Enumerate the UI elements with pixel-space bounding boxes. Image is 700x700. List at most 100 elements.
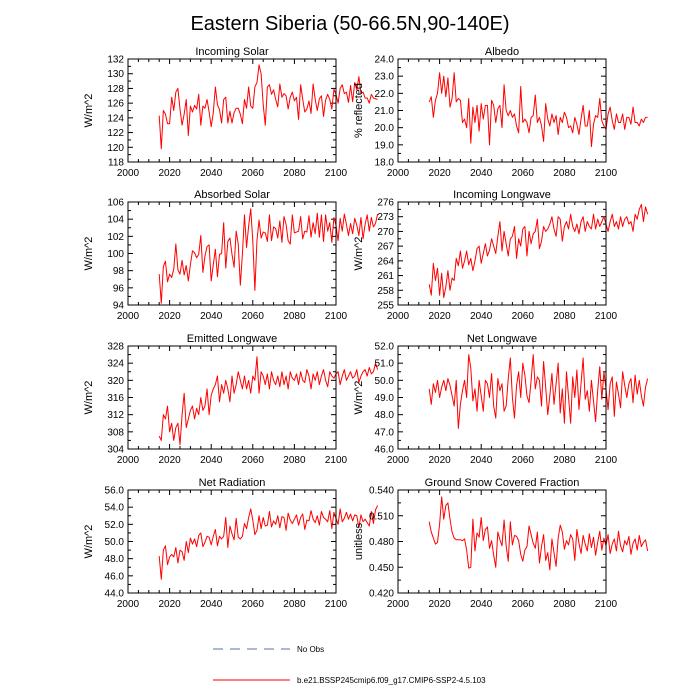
x-tick-label: 2080 <box>283 455 306 466</box>
x-tick-label: 2020 <box>428 311 451 322</box>
x-tick-label: 2060 <box>512 455 535 466</box>
series-line <box>158 356 379 446</box>
y-tick-label: 21.0 <box>375 106 395 117</box>
y-tick-label: 261 <box>377 271 394 282</box>
y-tick-label: 0.510 <box>369 511 394 522</box>
x-tick-label: 2060 <box>512 599 535 610</box>
series-line <box>428 496 649 571</box>
x-tick-label: 2020 <box>158 455 181 466</box>
y-tick-label: 106 <box>107 198 124 209</box>
y-tick-label: 48.0 <box>105 554 125 565</box>
y-tick-label: 48.0 <box>375 410 395 421</box>
y-tick-label: 130 <box>107 69 124 80</box>
y-tick-label: 255 <box>377 301 394 312</box>
y-tick-label: 20.0 <box>375 123 395 134</box>
x-tick-label: 2100 <box>595 168 618 179</box>
x-tick-label: 2000 <box>117 599 140 610</box>
figure-title: Eastern Siberia (50-66.5N,90-140E) <box>190 13 509 35</box>
x-tick-label: 2000 <box>387 168 410 179</box>
y-tick-label: 51.0 <box>375 359 395 370</box>
y-tick-label: 276 <box>377 198 394 209</box>
y-tick-label: 120 <box>107 143 124 154</box>
x-tick-label: 2040 <box>470 455 493 466</box>
y-tick-label: 56.0 <box>105 486 125 497</box>
panel-6: Net Longwave W/m^2 46.0 47.0 48.0 49.0 50.0 51.… <box>353 333 649 466</box>
x-tick-label: 2080 <box>553 455 576 466</box>
series-line <box>158 64 378 150</box>
x-tick-label: 2080 <box>553 599 576 610</box>
x-tick-label: 2000 <box>117 168 140 179</box>
x-tick-label: 2100 <box>325 599 348 610</box>
x-tick-label: 2020 <box>428 455 451 466</box>
legend-model-label: b.e21.BSSP245cmip6.f09_g17.CMIP6-SSP2-4.… <box>297 676 486 685</box>
panel-title: Ground Snow Covered Fraction <box>425 477 580 489</box>
y-tick-label: 0.450 <box>369 563 394 574</box>
plot-frame <box>397 489 607 594</box>
y-tick-label: 98 <box>113 266 125 277</box>
x-tick-label: 2100 <box>325 168 348 179</box>
x-tick-label: 2000 <box>387 455 410 466</box>
panel-1: Incoming Solar W/m^2 118 120 122 124 126 128 130… <box>83 46 378 179</box>
plot-frame <box>397 201 607 306</box>
y-tick-label: 0.540 <box>369 486 394 497</box>
y-tick-label: 47.0 <box>375 427 395 438</box>
plot-frame <box>397 58 607 163</box>
y-axis-label: W/m^2 <box>83 525 95 559</box>
x-tick-label: 2040 <box>470 599 493 610</box>
y-tick-label: 267 <box>377 242 394 253</box>
y-tick-label: 304 <box>107 445 124 456</box>
x-tick-label: 2040 <box>200 168 223 179</box>
panel-8: Ground Snow Covered Fraction unitless 0.42… <box>353 477 649 610</box>
x-tick-label: 2040 <box>200 311 223 322</box>
y-tick-label: 100 <box>107 249 124 260</box>
x-tick-label: 2060 <box>512 311 535 322</box>
panel-3: Absorbed Solar W/m^2 94 96 98 100 102 104 106 200… <box>83 189 379 322</box>
series-line <box>428 354 649 429</box>
x-tick-label: 2020 <box>428 599 451 610</box>
y-axis-label: W/m^2 <box>353 237 365 271</box>
y-tick-label: 46.0 <box>105 571 125 582</box>
y-tick-label: 132 <box>107 55 124 66</box>
x-tick-label: 2080 <box>553 311 576 322</box>
x-tick-label: 2040 <box>200 455 223 466</box>
x-tick-label: 2040 <box>200 599 223 610</box>
y-tick-label: 54.0 <box>105 503 125 514</box>
y-tick-label: 324 <box>107 359 124 370</box>
plot-frame <box>127 58 337 163</box>
legend: No Obs b.e21.BSSP245cmip6.f09_g17.CMIP6-… <box>213 645 486 685</box>
y-tick-label: 49.0 <box>375 393 395 404</box>
x-tick-label: 2060 <box>512 168 535 179</box>
x-tick-label: 2020 <box>158 168 181 179</box>
y-axis-label: W/m^2 <box>353 381 365 415</box>
y-tick-label: 308 <box>107 427 124 438</box>
y-tick-label: 50.0 <box>375 376 395 387</box>
x-tick-label: 2000 <box>117 455 140 466</box>
y-tick-label: 118 <box>108 158 124 169</box>
y-tick-label: 46.0 <box>375 445 395 456</box>
plot-frame <box>127 489 337 594</box>
y-tick-label: 316 <box>107 393 124 404</box>
y-tick-label: 264 <box>377 256 394 267</box>
panel-title: Emitted Longwave <box>187 333 278 345</box>
series-line <box>428 72 648 148</box>
y-tick-label: 124 <box>107 113 124 124</box>
plot-frame <box>127 345 337 450</box>
y-tick-label: 22.0 <box>375 89 395 100</box>
x-tick-label: 2020 <box>158 599 181 610</box>
x-tick-label: 2060 <box>242 599 265 610</box>
y-tick-label: 0.420 <box>369 589 394 600</box>
panel-title: Net Radiation <box>199 477 266 489</box>
y-tick-label: 104 <box>107 215 124 226</box>
y-tick-label: 52.0 <box>105 520 125 531</box>
panel-4: Incoming Longwave W/m^2 255 258 261 264 267 270… <box>353 189 649 322</box>
y-axis-label: W/m^2 <box>83 381 95 415</box>
x-tick-label: 2060 <box>242 455 265 466</box>
y-tick-label: 320 <box>107 376 124 387</box>
x-tick-label: 2100 <box>325 455 348 466</box>
y-tick-label: 50.0 <box>105 537 125 548</box>
y-tick-label: 24.0 <box>375 55 395 66</box>
panels: Incoming Solar W/m^2 118 120 122 124 126 128 130… <box>83 46 649 610</box>
x-tick-label: 2000 <box>387 599 410 610</box>
x-tick-label: 2000 <box>387 311 410 322</box>
y-tick-label: 270 <box>377 227 394 238</box>
